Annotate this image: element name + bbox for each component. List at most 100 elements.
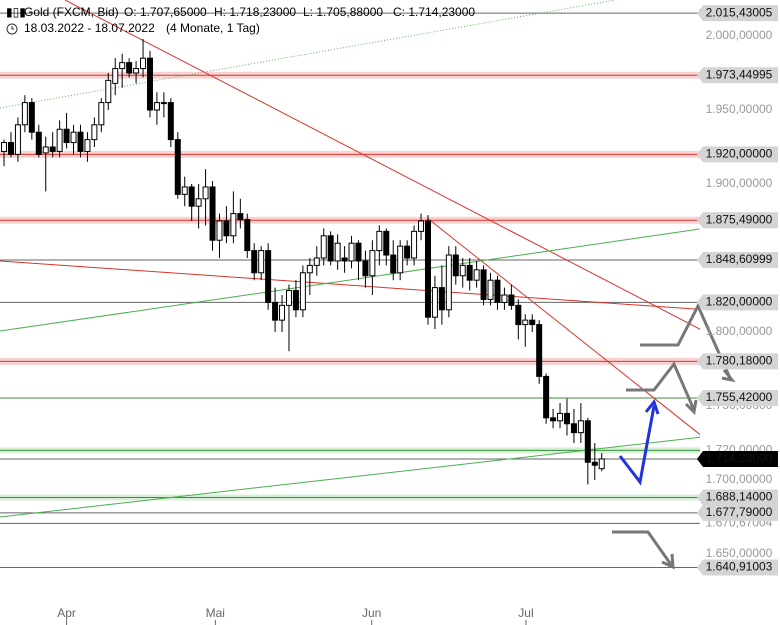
candle-body: [529, 319, 536, 326]
candle-body: [146, 57, 153, 111]
candle-body: [126, 62, 133, 74]
level-label: 1.875,49000: [706, 212, 773, 226]
candle-body: [598, 458, 605, 470]
trendline: [0, 228, 700, 332]
candle-body: [570, 423, 577, 434]
y-tick-label: 1.700,00000: [706, 472, 773, 486]
trendline: [426, 217, 700, 436]
candle-body: [70, 131, 77, 144]
trendlines: [0, 0, 700, 518]
candle-body: [452, 254, 459, 277]
scenario-arrow: [612, 530, 674, 567]
candle-body: [501, 294, 508, 303]
candle-body: [341, 257, 348, 262]
candle-body: [383, 230, 390, 256]
scenario-arrow: [626, 361, 696, 411]
clock-hand: [11, 26, 14, 30]
candle-body: [202, 186, 209, 200]
candle-body: [167, 102, 174, 141]
level-label-box: [697, 294, 778, 311]
candle-body: [292, 290, 299, 311]
level-label: 1.848,60999: [706, 252, 773, 266]
candle-body: [362, 260, 369, 277]
candle-body: [1, 142, 8, 152]
candle-body: [35, 131, 42, 155]
candle-body: [299, 272, 306, 311]
candle-body: [459, 264, 466, 277]
candle-body: [140, 57, 147, 70]
candle-body: [49, 146, 56, 152]
candle-body: [557, 412, 564, 422]
close: C: 1.714,23000: [393, 5, 475, 19]
candle-body: [306, 264, 313, 274]
candle-body: [98, 102, 105, 126]
candle-body: [153, 102, 160, 111]
level-label: 1.780,18000: [706, 354, 773, 368]
candle-body: [188, 186, 195, 207]
level-label: 1.688,14000: [706, 490, 773, 504]
level-label-box: [697, 504, 778, 521]
open: O: 1.707,65000: [124, 5, 207, 19]
level-label: 1.973,44995: [706, 67, 773, 81]
candle-body: [320, 235, 327, 259]
candle-body: [216, 220, 223, 241]
candles: [1, 38, 605, 485]
candle-body: [195, 198, 202, 207]
y-tick-label: 1.950,00000: [706, 102, 773, 116]
candle-body: [223, 220, 230, 237]
candle-body: [84, 139, 91, 152]
candle-body: [14, 124, 21, 155]
trendline: [0, 0, 616, 109]
candle-body: [42, 146, 49, 154]
trendline: [0, 260, 700, 310]
x-tick-label: Mai: [206, 606, 225, 620]
candle-body: [376, 230, 383, 252]
price-axis: 2.000,00000 1.950,00000 1.900,00000 1.800,0…: [57, 5, 778, 625]
candle-body: [591, 461, 598, 466]
candle-body: [160, 102, 167, 105]
level-label-box: [697, 489, 778, 506]
candle-body: [133, 68, 140, 74]
candle-body: [63, 128, 70, 144]
candle-body: [28, 102, 35, 133]
y-tick-label: 1.900,00000: [706, 176, 773, 190]
trendline: [64, 0, 700, 330]
candle-body: [584, 420, 591, 463]
candle-body: [7, 142, 14, 155]
x-tick-label: Jun: [362, 606, 381, 620]
level-label: 1.920,00000: [706, 147, 773, 161]
candle-body: [445, 254, 452, 311]
low: L: 1.705,88000: [303, 5, 383, 19]
candle-body: [230, 213, 237, 237]
candle-body: [550, 417, 557, 422]
candle-body: [515, 304, 522, 326]
trendline: [0, 436, 700, 518]
price-levels: [0, 12, 700, 568]
candle-body: [272, 301, 279, 321]
clock-icon: [6, 23, 18, 35]
level-label: 1.677,79000: [706, 505, 773, 519]
candle-body: [56, 128, 63, 152]
level-label-box: [697, 252, 778, 269]
level-label: 1.820,00000: [706, 295, 773, 309]
candle-body: [285, 290, 292, 306]
candle-body: [251, 250, 258, 274]
candle-body: [480, 269, 487, 300]
period: 18.03.2022 - 18.07.2022: [24, 21, 155, 35]
candle-body: [411, 230, 418, 259]
candle-body: [279, 304, 286, 321]
candle-body: [487, 279, 494, 300]
candle-body: [390, 254, 397, 274]
level-label-box: [697, 67, 778, 84]
candle-body: [91, 124, 98, 141]
candle-body: [543, 375, 550, 419]
level-label: 2.015,43005: [706, 5, 773, 19]
candle-body: [174, 139, 181, 195]
candle-body: [21, 102, 28, 126]
level-label-box: [697, 389, 778, 406]
candle-body: [404, 245, 411, 259]
candle-body: [258, 250, 265, 274]
candle-body: [577, 420, 584, 434]
candle-body: [265, 250, 272, 303]
